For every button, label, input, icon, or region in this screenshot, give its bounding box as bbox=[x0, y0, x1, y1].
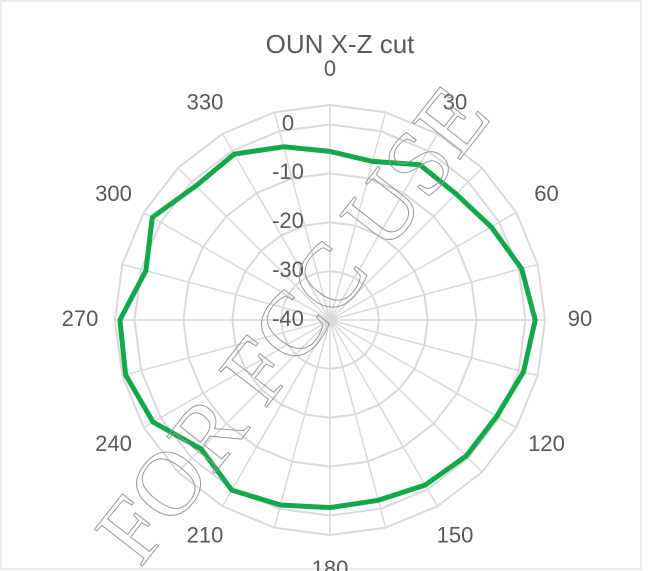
category-label: 240 bbox=[95, 431, 132, 456]
spoke bbox=[329, 319, 439, 507]
spoke bbox=[177, 319, 331, 473]
spoke bbox=[329, 112, 387, 321]
r-tick-label: -10 bbox=[272, 159, 304, 184]
category-label: 330 bbox=[187, 89, 224, 114]
r-tick-label: -30 bbox=[272, 257, 304, 282]
category-label: 270 bbox=[62, 306, 99, 331]
spoke bbox=[329, 319, 387, 528]
category-label: 210 bbox=[187, 522, 224, 547]
spoke bbox=[122, 319, 331, 377]
category-label: 0 bbox=[324, 56, 336, 81]
r-tick-label: 0 bbox=[282, 110, 294, 135]
spoke bbox=[221, 319, 331, 507]
spoke bbox=[329, 319, 483, 473]
spoke bbox=[329, 319, 517, 429]
spoke bbox=[122, 263, 331, 321]
category-label: 120 bbox=[528, 431, 565, 456]
spoke bbox=[177, 167, 331, 321]
r-tick-label: -20 bbox=[272, 208, 304, 233]
series-line bbox=[117, 144, 538, 511]
spoke bbox=[329, 319, 538, 377]
category-label: 60 bbox=[534, 181, 558, 206]
spoke bbox=[221, 133, 331, 321]
category-label: 150 bbox=[437, 522, 474, 547]
category-label: 180 bbox=[312, 556, 349, 571]
spoke bbox=[143, 211, 331, 321]
r-tick-label: -40 bbox=[272, 306, 304, 331]
spoke bbox=[329, 263, 538, 321]
spoke bbox=[329, 211, 517, 321]
category-label: 90 bbox=[568, 306, 592, 331]
chart-title: OUN X-Z cut bbox=[266, 29, 416, 59]
category-label: 300 bbox=[95, 181, 132, 206]
spoke bbox=[273, 319, 331, 528]
spoke bbox=[143, 319, 331, 429]
category-label: 30 bbox=[443, 89, 467, 114]
